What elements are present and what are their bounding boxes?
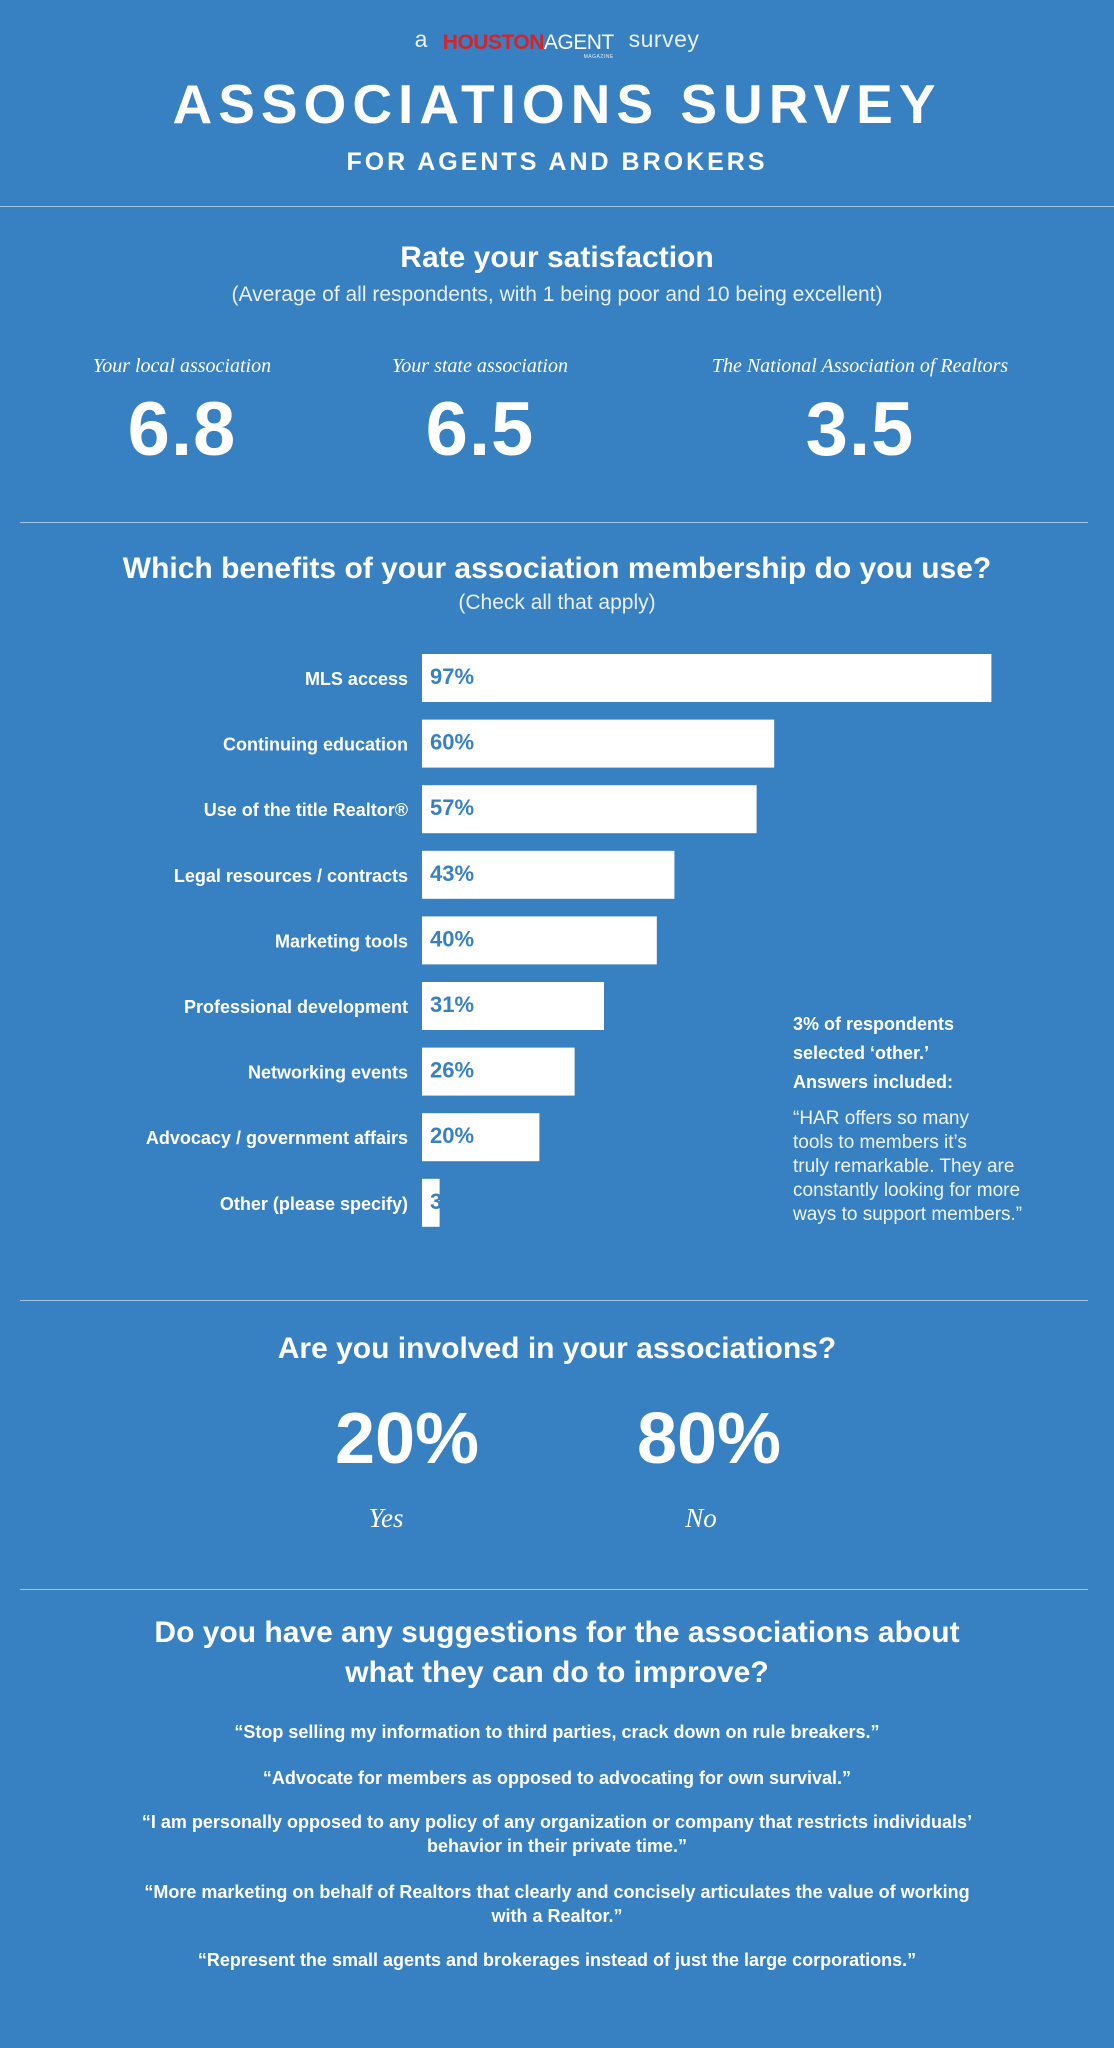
bar-category-label: Other (please specify) xyxy=(220,1194,408,1214)
other-note-heading: 3% of respondents selected ‘other.’ Answ… xyxy=(793,1014,955,1092)
suggestion-quote: “I am personally opposed to any policy o… xyxy=(141,1812,973,1856)
divider xyxy=(20,1300,1088,1301)
rating-label: Your local association xyxy=(92,355,272,377)
rating-value: 6.5 xyxy=(425,387,535,472)
bar-value-label: 40% xyxy=(430,926,474,951)
benefits-subtitle: (Check all that apply) xyxy=(458,591,656,614)
bar xyxy=(422,719,775,768)
bar xyxy=(422,654,992,702)
bar-category-label: Continuing education xyxy=(223,735,408,755)
rating-national: The National Association of Realtors 3.5 xyxy=(660,355,1060,473)
involved-yes-value: 20% xyxy=(334,1399,480,1479)
brand-line: a HOUSTONAGENT MAGAZINE survey xyxy=(0,26,1114,60)
benefits-bar-chart: MLS access 97% Continuing education 60% Use … xyxy=(146,654,992,1227)
other-note: 3% of respondents selected ‘other.’ Answ… xyxy=(793,1010,1093,1227)
brand-suffix: survey xyxy=(628,26,700,52)
bar xyxy=(422,982,604,1030)
bar xyxy=(422,785,757,834)
involved-no-value: 80% xyxy=(636,1399,782,1479)
bar xyxy=(422,1113,540,1162)
rating-label: Your state association xyxy=(392,355,568,377)
bar-category-label: Professional development xyxy=(184,997,408,1017)
bar xyxy=(422,916,657,965)
houston-agent-logo: HOUSTONAGENT MAGAZINE xyxy=(442,31,614,60)
bar-value-label: 60% xyxy=(430,730,474,755)
bar-value-label: 43% xyxy=(430,861,474,886)
other-note-quote: “HAR offers so many tools to members it’… xyxy=(793,1108,1023,1225)
bar xyxy=(422,1047,575,1096)
involvement-title: Are you involved in your associations? xyxy=(277,1332,837,1365)
brand-prefix: a xyxy=(414,26,428,52)
bar-category-label: Use of the title Realtor® xyxy=(204,800,408,820)
involved-no-label: No xyxy=(685,1503,717,1533)
divider xyxy=(20,522,1088,523)
rating-value: 6.8 xyxy=(127,387,237,472)
bar-category-label: Advocacy / government affairs xyxy=(146,1128,408,1148)
bar-value-label: 20% xyxy=(430,1123,474,1148)
bar xyxy=(422,850,675,899)
bar xyxy=(422,1178,440,1227)
suggestions-title: Do you have any suggestions for the asso… xyxy=(154,1616,960,1689)
benefits-title: Which benefits of your association membe… xyxy=(122,552,992,585)
involved-yes-label: Yes xyxy=(368,1503,404,1533)
page-title: ASSOCIATIONS SURVEY xyxy=(172,73,942,135)
bar-category-label: Legal resources / contracts xyxy=(174,866,408,886)
bar-category-label: Networking events xyxy=(248,1063,408,1083)
page-subtitle: FOR AGENTS AND BROKERS xyxy=(346,148,768,176)
rating-value: 3.5 xyxy=(805,387,915,472)
bar-value-label: 57% xyxy=(430,795,474,820)
suggestion-quote: “Advocate for members as opposed to advo… xyxy=(262,1768,852,1788)
satisfaction-subtitle: (Average of all respondents, with 1 bein… xyxy=(231,283,883,306)
bar-value-label: 97% xyxy=(430,664,474,689)
rating-label: The National Association of Realtors xyxy=(711,355,1009,377)
divider xyxy=(0,206,1114,207)
suggestion-quote: “More marketing on behalf of Realtors th… xyxy=(144,1882,970,1926)
bar-value-label: 26% xyxy=(430,1058,474,1083)
rating-state: Your state association 6.5 xyxy=(350,355,610,473)
divider xyxy=(20,1589,1088,1590)
suggestion-quote: “Stop selling my information to third pa… xyxy=(234,1722,880,1742)
rating-local: Your local association 6.8 xyxy=(52,355,312,473)
bar-category-label: Marketing tools xyxy=(275,931,408,951)
bar-value-label: 3% xyxy=(430,1189,462,1214)
bar-category-label: MLS access xyxy=(305,669,408,689)
suggestion-quote: “Represent the small agents and brokerag… xyxy=(197,1950,917,1970)
satisfaction-title: Rate your satisfaction xyxy=(400,241,714,274)
bar-value-label: 31% xyxy=(430,992,474,1017)
